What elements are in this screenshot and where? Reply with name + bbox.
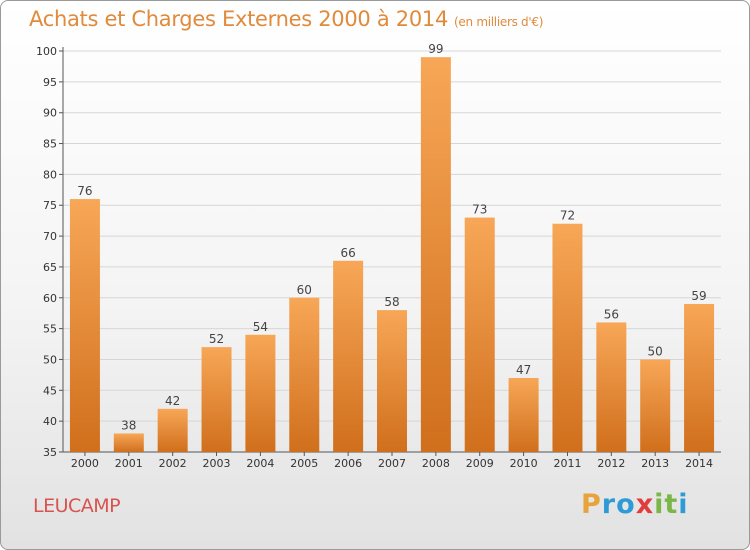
bar	[420, 57, 451, 453]
x-tick-label: 2000	[71, 457, 99, 470]
y-tick-label: 80	[43, 168, 57, 181]
x-tick-label: 2009	[466, 457, 494, 470]
bar	[333, 260, 364, 452]
bar	[69, 199, 100, 452]
y-tick-label: 100	[36, 45, 57, 58]
x-tick-label: 2010	[510, 457, 538, 470]
bar	[157, 408, 188, 452]
y-tick-label: 85	[43, 138, 57, 151]
bars	[69, 57, 715, 453]
commune-name: LEUCAMP	[33, 495, 121, 517]
data-label: 52	[209, 332, 224, 346]
logo-letter: o	[616, 489, 636, 520]
chart-title-text: Achats et Charges Externes 2000 à 2014	[29, 7, 449, 31]
x-tick-label: 2011	[553, 457, 581, 470]
y-tick-label: 35	[43, 446, 57, 459]
x-tick-label: 2013	[641, 457, 669, 470]
x-tick-label: 2003	[203, 457, 231, 470]
x-tick-label: 2004	[246, 457, 274, 470]
data-label: 38	[121, 418, 136, 432]
chart-subtitle: (en milliers d'€)	[454, 15, 544, 29]
y-tick-label: 55	[43, 323, 57, 336]
data-label: 76	[77, 184, 92, 198]
bar	[640, 359, 671, 452]
bar	[377, 310, 407, 452]
x-tick-label: 2008	[422, 457, 450, 470]
y-tick-label: 60	[43, 292, 57, 305]
bar	[596, 322, 627, 452]
bar	[508, 377, 539, 452]
data-label: 50	[648, 344, 663, 358]
x-tick-label: 2006	[334, 457, 362, 470]
data-label: 58	[384, 295, 399, 309]
bar	[684, 303, 715, 452]
bar	[552, 223, 583, 452]
y-tick-label: 95	[43, 76, 57, 89]
data-label: 59	[691, 289, 706, 303]
logo-letter: t	[664, 489, 679, 520]
proxiti-logo: Proxiti	[581, 489, 689, 520]
chart-title: Achats et Charges Externes 2000 à 2014 (e…	[29, 7, 543, 31]
data-label: 60	[297, 283, 312, 297]
x-tick-label: 2001	[115, 457, 143, 470]
x-tick-label: 2012	[597, 457, 625, 470]
y-tick-label: 50	[43, 353, 57, 366]
labels: 35 40 45 50 55 60 65 70 75 80 85 90 95 100 76 2000 38 200…	[36, 42, 713, 470]
data-label: 54	[253, 320, 268, 334]
data-label: 99	[428, 42, 443, 56]
data-label: 72	[560, 209, 575, 223]
y-tick-label: 75	[43, 199, 57, 212]
x-tick-label: 2002	[159, 457, 187, 470]
data-label: 56	[604, 307, 619, 321]
bar	[289, 297, 320, 452]
y-tick-label: 70	[43, 230, 57, 243]
bar	[113, 433, 144, 452]
data-label: 73	[472, 203, 487, 217]
logo-letter: i	[654, 489, 665, 520]
x-tick-label: 2014	[685, 457, 713, 470]
data-label: 66	[340, 246, 355, 260]
logo-letter: r	[601, 489, 617, 520]
data-label: 42	[165, 394, 180, 408]
logo-letter: P	[581, 489, 602, 520]
y-tick-label: 45	[43, 384, 57, 397]
y-tick-label: 40	[43, 415, 57, 428]
logo-letter: x	[635, 489, 655, 520]
bar	[201, 347, 232, 452]
y-tick-label: 90	[43, 107, 57, 120]
x-tick-label: 2005	[290, 457, 318, 470]
bar	[464, 217, 495, 452]
data-label: 47	[516, 363, 531, 377]
logo-letter: i	[678, 489, 689, 520]
x-tick-label: 2007	[378, 457, 406, 470]
bar	[245, 334, 276, 452]
y-tick-label: 65	[43, 261, 57, 274]
